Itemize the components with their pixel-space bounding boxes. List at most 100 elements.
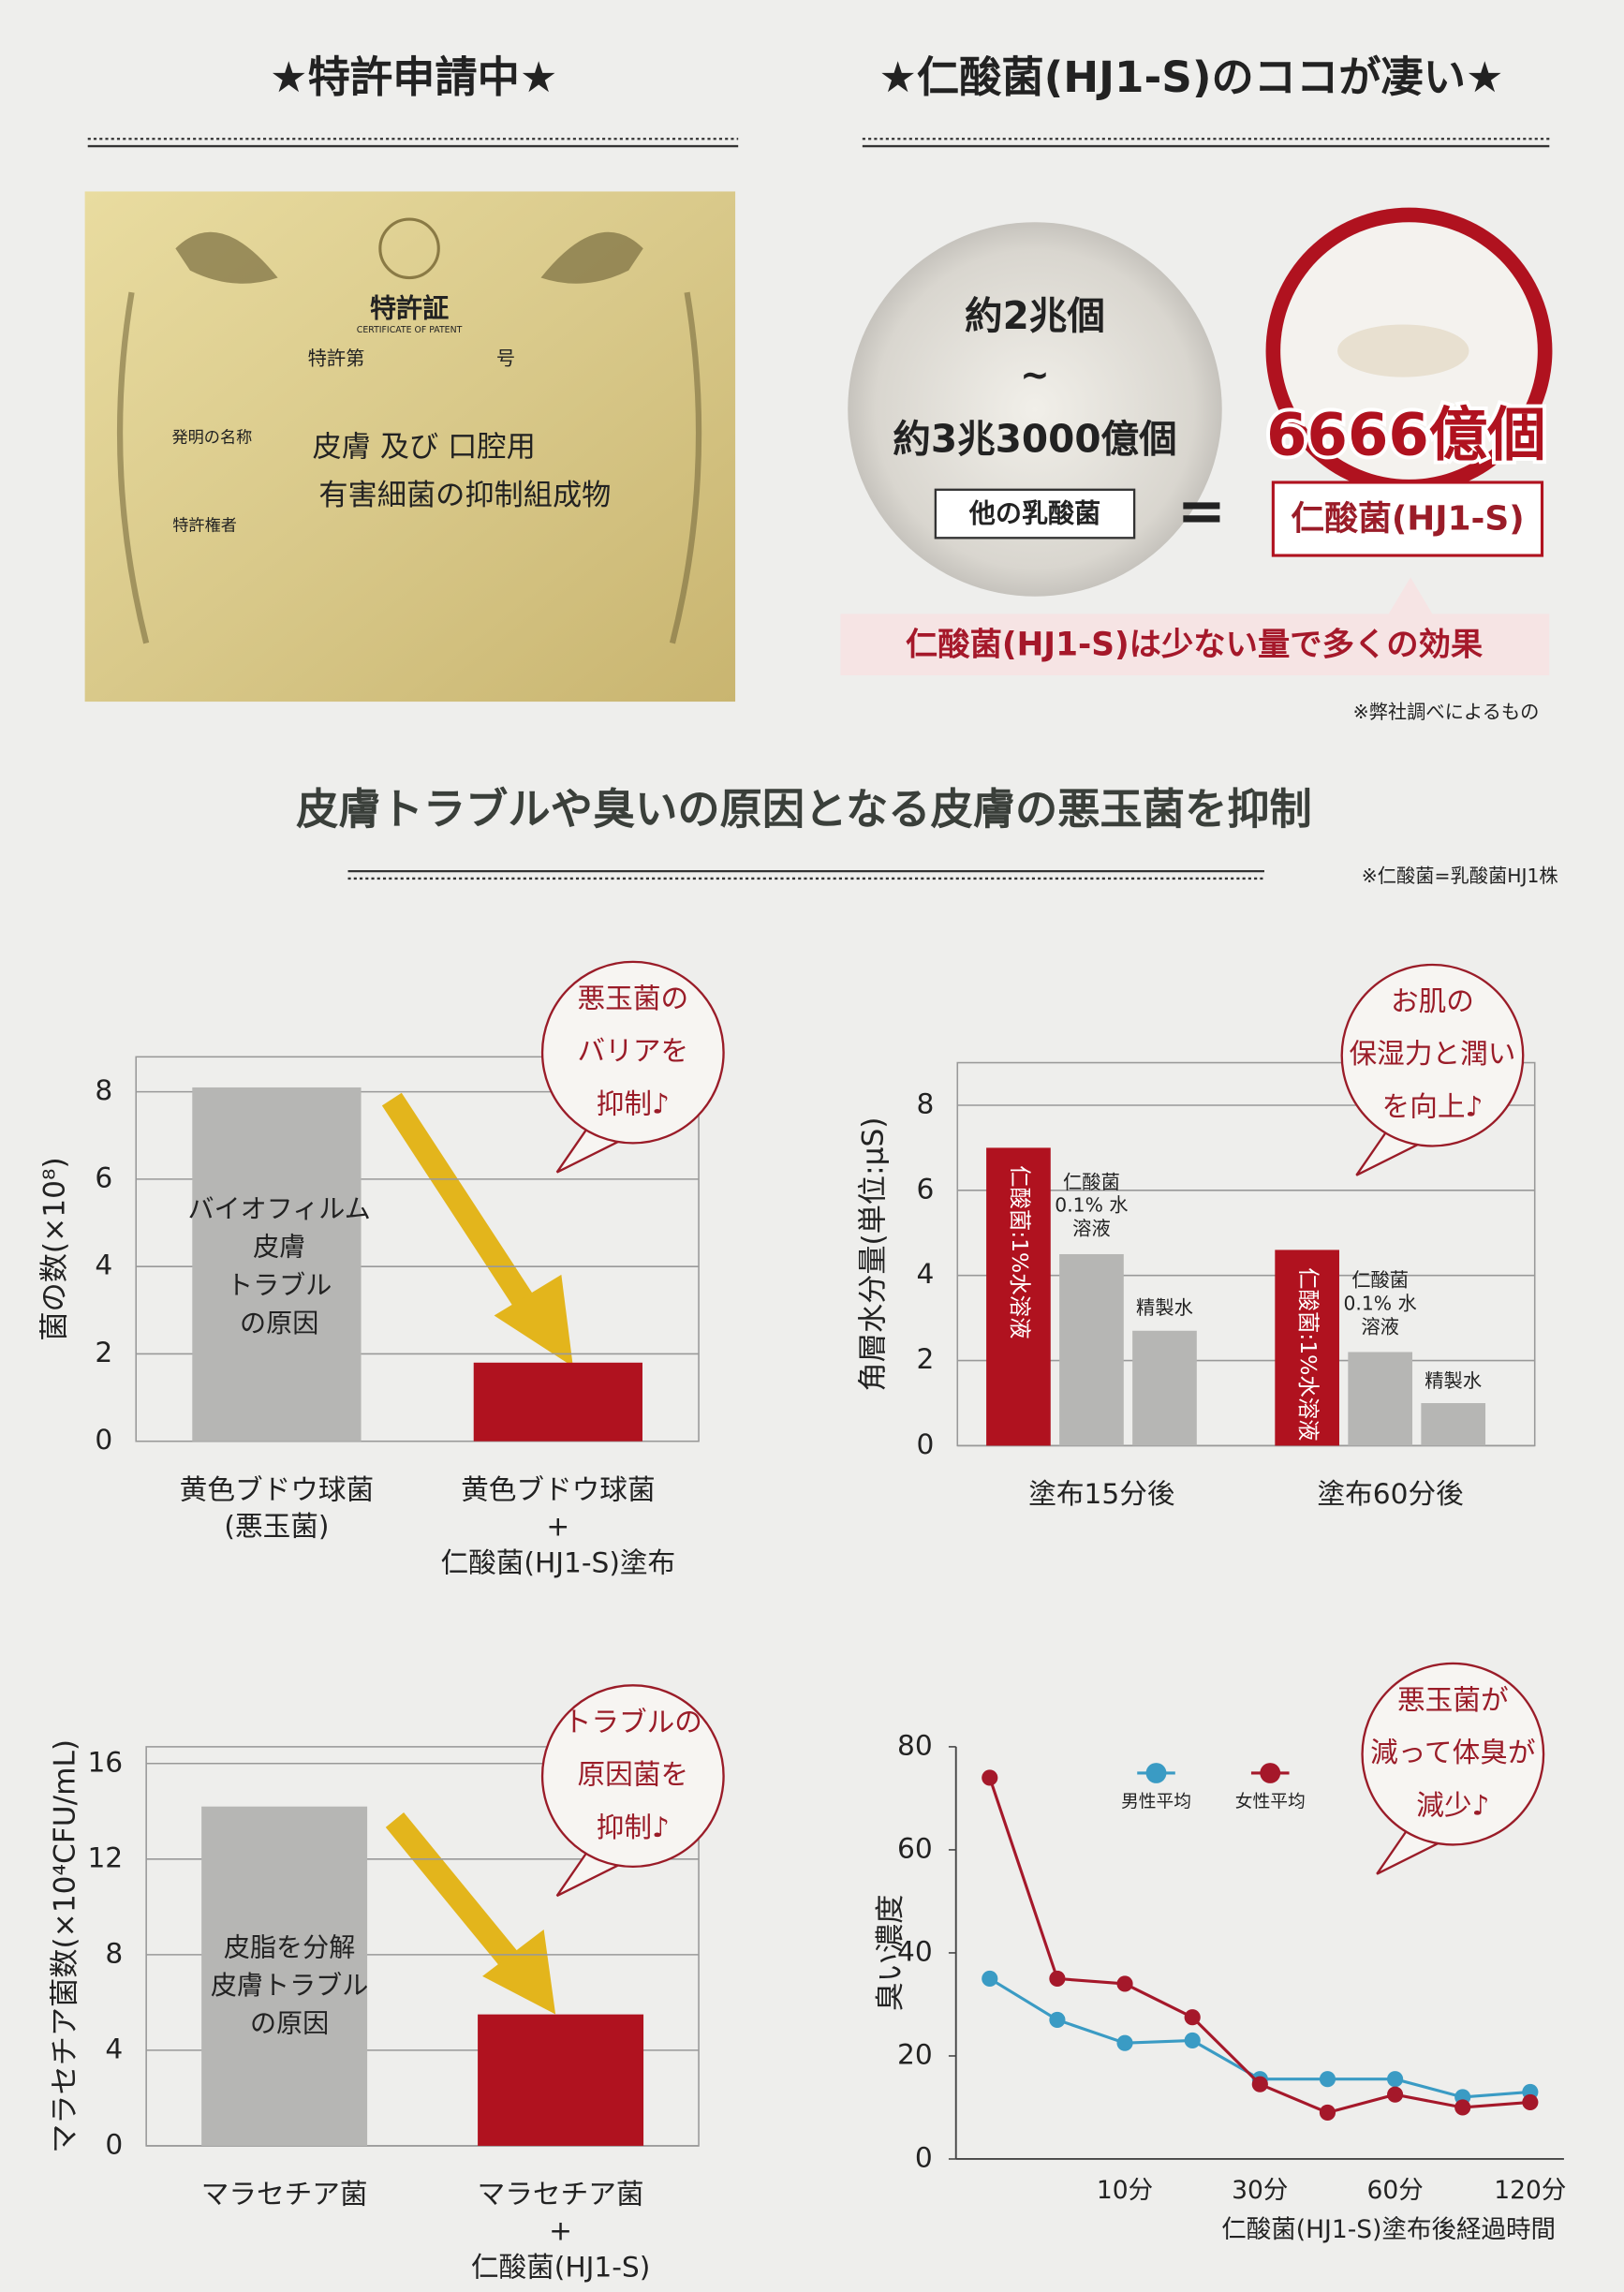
x-tick-label: 黄色ブドウ球菌 [180, 1472, 375, 1505]
label-box [934, 488, 1136, 540]
arrow [381, 1092, 539, 1317]
point [1184, 2009, 1201, 2026]
other-label: 他の乳酸菌 [968, 497, 1100, 528]
certificate-title-en: CERTIFICATE OF PATENT [357, 325, 463, 335]
point [1319, 2104, 1336, 2122]
bar-text: 皮膚トラブル [211, 1970, 368, 2001]
bar-label-box: 仁酸菌 0.1% 水溶液 [1343, 1270, 1417, 1339]
arrow [385, 1812, 524, 1974]
x-tick-label: 黄色ブドウ球菌 [461, 1472, 656, 1505]
callout-text: お肌の [1391, 984, 1474, 1017]
banner-tail [1388, 577, 1433, 614]
x-tick-label: + [546, 1509, 569, 1542]
arrow-head [482, 1929, 556, 2015]
equals: = [1177, 476, 1226, 544]
point [1387, 2071, 1404, 2088]
x-tick-label: + [549, 2214, 572, 2247]
y-tick-label: 8 [916, 1087, 934, 1119]
x-tick-label: マラセチア菌 [201, 2178, 368, 2211]
y-tick-label: 6 [916, 1172, 934, 1205]
point [1522, 2093, 1539, 2111]
callout [540, 1684, 725, 1869]
bar-text: トラブル [227, 1269, 332, 1300]
banner-text: 仁酸菌(HJ1-S)は少ない量で多くの効果 [906, 626, 1484, 663]
y-tick-label: 40 [897, 1934, 933, 1967]
certificate-title: 特許証 [370, 292, 449, 323]
legend-label: 男性平均 [1121, 1793, 1191, 1812]
callout-text: 抑制♪ [597, 1087, 670, 1119]
x-tick-label: マラセチア菌 [478, 2178, 644, 2211]
bar-label-box: 精製水 [1136, 1298, 1193, 1321]
arrow-head [494, 1274, 573, 1368]
callout-text: 悪玉菌が [1397, 1683, 1509, 1716]
certificate-number-suffix: 号 [496, 347, 515, 369]
feature-heading: ★仁酸菌(HJ1-S)のココが凄い★ [878, 52, 1503, 102]
callout [1361, 1662, 1545, 1846]
bar [1132, 1330, 1197, 1446]
bar [1059, 1253, 1124, 1446]
callout-text: を向上♪ [1382, 1089, 1484, 1122]
x-tick-label: 10分 [1097, 2176, 1153, 2205]
bar-label-box: 仁酸菌 0.1% 水溶液 [1055, 1173, 1128, 1241]
x-tick-label: 塗布60分後 [1317, 1477, 1463, 1510]
callout [1340, 963, 1525, 1147]
count-value: 6666億個 [1266, 400, 1546, 468]
count-line: 約2兆個 [965, 293, 1105, 338]
callout-text: 保湿力と潤い [1350, 1037, 1516, 1070]
y-tick-label: 0 [95, 1423, 112, 1456]
callout-text: バリアを [578, 1034, 689, 1067]
y-tick-label: 8 [105, 1936, 123, 1969]
x-axis-label: 仁酸菌(HJ1-S)塗布後経過時間 [1221, 2215, 1556, 2244]
bar [1275, 1250, 1339, 1446]
y-tick-label: 0 [916, 1427, 934, 1460]
bar-label: 仁酸菌:1%水溶液 [1295, 1267, 1321, 1441]
other-bacteria-image [848, 222, 1222, 597]
x-tick-label: 120分 [1494, 2176, 1566, 2205]
bar [986, 1147, 1051, 1446]
y-tick-label: 4 [105, 2032, 123, 2064]
point [1049, 2011, 1066, 2029]
bar [192, 1087, 362, 1442]
bar-text: 皮膚 [253, 1232, 305, 1263]
product-label: 仁酸菌(HJ1-S) [1291, 500, 1524, 539]
label-box [1271, 481, 1544, 557]
bar-label: 精製水 [1136, 1298, 1193, 1321]
point [1116, 2034, 1133, 2051]
y-tick-label: 6 [95, 1161, 112, 1193]
y-tick-label: 4 [95, 1249, 112, 1281]
callout-text: 抑制♪ [597, 1811, 670, 1843]
bar-text: バイオフィルム [187, 1193, 370, 1224]
callout-text: 減少♪ [1416, 1788, 1489, 1821]
y-tick-label: 12 [87, 1841, 123, 1873]
phoenix [175, 231, 643, 284]
y-axis-label: 菌の数(×10⁸) [37, 1157, 71, 1340]
callout [540, 960, 725, 1145]
x-tick-label: 仁酸菌(HJ1-S)塗布 [440, 1545, 675, 1578]
y-tick-label: 0 [105, 2127, 123, 2160]
bar [201, 1806, 368, 2146]
y-tick-label: 20 [897, 2037, 933, 2070]
count-line: 約3兆3000億個 [893, 416, 1176, 461]
y-axis-label: 角層水分量(単位:μS) [856, 1117, 890, 1392]
section-note: ※仁酸菌=乳酸菌HJ1株 [1362, 865, 1558, 887]
emblem [378, 217, 440, 280]
callout-text: 原因菌を [578, 1758, 689, 1791]
x-tick-label: (悪玉菌) [224, 1509, 329, 1542]
invention-label: 発明の名称 [171, 429, 252, 448]
bar [478, 2014, 644, 2146]
bar-label: 仁酸菌:1%水溶液 [1007, 1165, 1033, 1338]
section-title: 皮膚トラブルや臭いの原因となる皮膚の悪玉菌を抑制 [296, 785, 1312, 835]
bar [1348, 1352, 1413, 1446]
holder-label: 特許権者 [172, 516, 237, 535]
point [1184, 2032, 1201, 2049]
point [1116, 1975, 1133, 1992]
bar-label: 仁酸菌 0.1% 水溶液 [1343, 1270, 1417, 1339]
callout-text: トラブルの [564, 1705, 702, 1737]
point [1319, 2071, 1336, 2088]
bar-text: の原因 [240, 1308, 318, 1338]
y-tick-label: 80 [897, 1728, 933, 1761]
x-tick-label: 30分 [1232, 2176, 1288, 2205]
count-line: ~ [1020, 354, 1049, 395]
legend-label: 女性平均 [1235, 1793, 1306, 1812]
